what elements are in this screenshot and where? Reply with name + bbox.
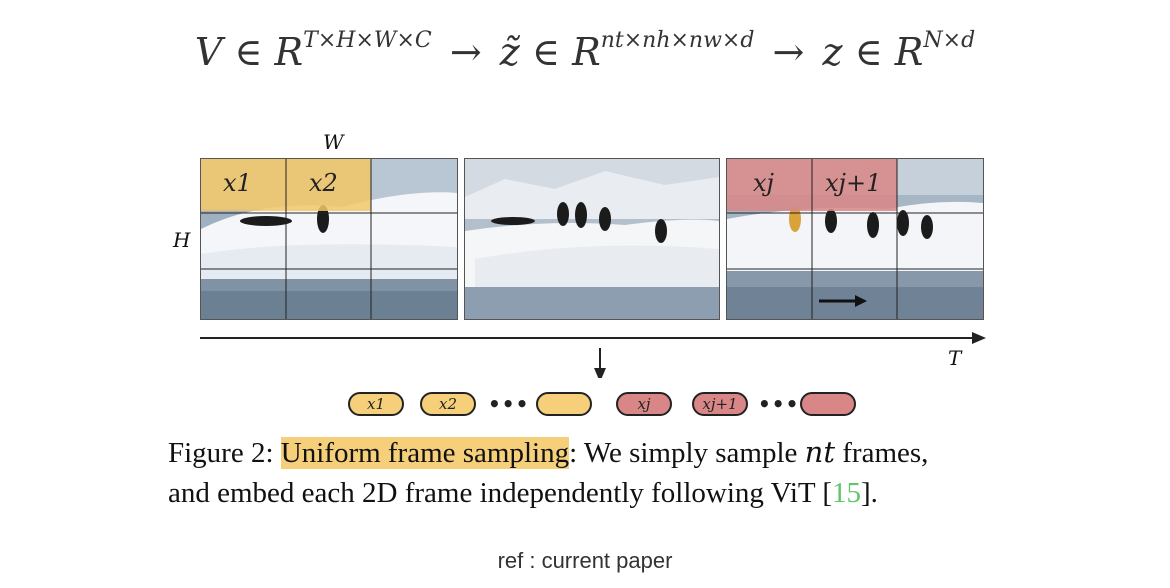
formula-z: z ∈ R — [822, 30, 924, 74]
sequence-token-xj1: xj+1 — [692, 392, 748, 416]
caption-citation-link[interactable]: 15 — [831, 477, 861, 509]
formula-z-dims: N×d — [923, 28, 976, 54]
time-axis — [200, 332, 986, 378]
sequence-ellipsis-2: ••• — [758, 392, 800, 416]
caption-nt: nt — [804, 435, 836, 469]
frame1-token-x2: x2 — [309, 169, 338, 197]
frame1-token-x1: x1 — [223, 169, 252, 197]
formula-v-dims: T×H×W×C — [303, 28, 432, 54]
formula-arrow-2: → — [772, 30, 805, 74]
caption-prefix: Figure 2: — [168, 437, 281, 469]
time-label: T — [948, 346, 962, 370]
sequence-token-yellow-empty — [536, 392, 592, 416]
formula: V ∈ RT×H×W×C → z̃ ∈ Rnt×nh×nw×d → z ∈ RN… — [0, 28, 1170, 74]
width-label: W — [323, 130, 344, 154]
formula-v: V ∈ R — [194, 30, 304, 74]
height-label: H — [173, 228, 191, 252]
caption-highlight: Uniform frame sampling — [280, 437, 570, 469]
formula-z-tilde: z̃ ∈ R — [499, 30, 601, 74]
sequence-token-x2: x2 — [420, 392, 476, 416]
video-frame-1: x1 x2 — [200, 158, 458, 320]
formula-z-tilde-dims: nt×nh×nw×d — [600, 28, 755, 54]
video-frame-2 — [464, 158, 720, 320]
sequence-token-x1: x1 — [348, 392, 404, 416]
sequence-token-red-empty — [800, 392, 856, 416]
frame3-token-xj1: xj+1 — [825, 169, 882, 197]
caption-text-1: : We simply sample — [569, 437, 805, 469]
video-frame-3: xj xj+1 — [726, 158, 984, 320]
caption-line2-a: and embed each 2D frame independently fo… — [168, 477, 832, 509]
reference-note: ref : current paper — [497, 548, 673, 573]
time-axis-arrowhead — [972, 332, 986, 344]
caption-text-2: frames, — [835, 437, 929, 469]
figure-caption: Figure 2: Uniform frame sampling: We sim… — [168, 432, 1008, 513]
frame3-token-xj: xj — [753, 169, 774, 197]
frame-3-image — [727, 159, 983, 319]
frame-2-image — [465, 159, 719, 319]
frame-1-image — [201, 159, 457, 319]
formula-arrow-1: → — [449, 30, 482, 74]
down-arrow-head — [594, 368, 606, 378]
sequence-token-xj: xj — [616, 392, 672, 416]
caption-line2-b: ]. — [860, 477, 878, 509]
sequence-ellipsis-1: ••• — [488, 392, 530, 416]
